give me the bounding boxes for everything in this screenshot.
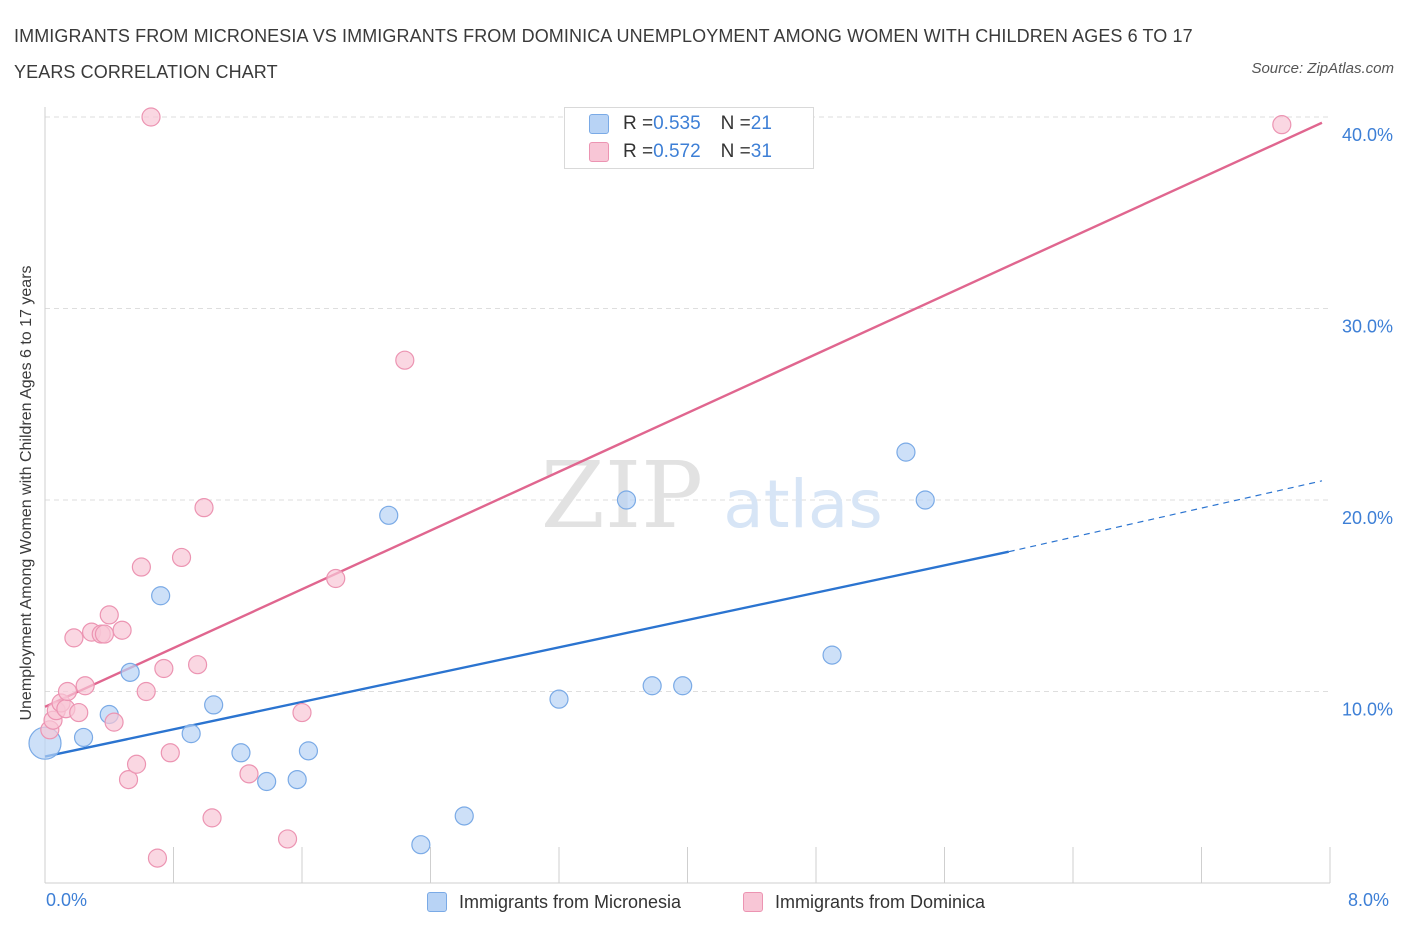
dominica-point bbox=[395, 350, 415, 370]
dominica-point bbox=[94, 624, 115, 644]
micronesia-point bbox=[454, 806, 474, 826]
micronesia-point bbox=[549, 689, 569, 709]
micronesia-point bbox=[298, 741, 319, 761]
bottom-micronesia-label: Immigrants from Micronesia bbox=[459, 891, 682, 912]
micronesia-point bbox=[181, 724, 201, 744]
micronesia-point bbox=[673, 676, 693, 696]
legend-row-micronesia: R = 0.535 N = 21 bbox=[589, 112, 772, 136]
dominica-point bbox=[64, 628, 84, 648]
micronesia-point bbox=[896, 442, 916, 462]
micronesia-point bbox=[204, 695, 224, 715]
dominica-r-label: R = bbox=[623, 141, 654, 162]
micronesia-trend-line bbox=[44, 550, 1009, 758]
micronesia-r-value: 0.535 bbox=[653, 113, 701, 134]
dominica-point bbox=[239, 764, 259, 784]
dominica-point bbox=[75, 676, 95, 696]
tick-layer: 10.0% 20.0% 30.0% 40.0% bbox=[1342, 125, 1393, 720]
dominica-trend-line bbox=[44, 121, 1323, 708]
micronesia-point bbox=[151, 586, 171, 606]
y-tick-label-20: 20.0% bbox=[1342, 508, 1393, 528]
legend-row-dominica: R = 0.572 N = 31 bbox=[589, 140, 772, 164]
dominica-point bbox=[202, 808, 222, 828]
source-label: Source: ZipAtlas.com bbox=[1251, 60, 1394, 77]
dominica-point bbox=[194, 498, 214, 518]
dominica-point bbox=[292, 702, 312, 723]
watermark-atlas: atlas bbox=[723, 466, 883, 543]
dominica-point bbox=[326, 568, 346, 589]
dominica-point bbox=[154, 658, 174, 679]
trend-layer bbox=[44, 121, 1323, 758]
micronesia-n-value: 21 bbox=[750, 113, 772, 134]
micronesia-point bbox=[73, 727, 94, 748]
micronesia-r-label: R = bbox=[623, 113, 654, 134]
micronesia-point bbox=[287, 769, 307, 790]
bottom-dominica-label: Immigrants from Dominica bbox=[775, 891, 986, 912]
micronesia-point bbox=[120, 662, 140, 682]
micronesia-point bbox=[379, 505, 399, 525]
micronesia-point bbox=[915, 490, 935, 510]
dominica-point bbox=[141, 107, 161, 127]
grid-layer bbox=[45, 116, 1330, 692]
y-tick-label-30: 30.0% bbox=[1342, 317, 1393, 337]
dominica-point bbox=[131, 557, 151, 577]
dominica-point bbox=[126, 754, 147, 774]
watermark: ZIP atlas bbox=[541, 442, 883, 549]
dominica-point bbox=[57, 681, 78, 702]
dominica-point bbox=[187, 655, 208, 675]
dominica-r-value: 0.572 bbox=[653, 141, 701, 162]
y-tick-label-40: 40.0% bbox=[1342, 125, 1393, 145]
micronesia-n-label: N = bbox=[720, 113, 751, 134]
dominica-point bbox=[136, 681, 156, 702]
points-layer bbox=[28, 107, 1292, 868]
dominica-point bbox=[118, 769, 139, 790]
dominica-point bbox=[104, 712, 124, 732]
micronesia-swatch bbox=[589, 114, 609, 134]
y-axis-label: Unemployment Among Women with Children A… bbox=[18, 265, 35, 721]
dominica-swatch bbox=[589, 142, 609, 162]
bottom-legend-dominica: Immigrants from Dominica bbox=[743, 889, 985, 915]
micronesia-point bbox=[822, 645, 842, 665]
micronesia-trend-extension bbox=[1008, 480, 1323, 553]
micronesia-point bbox=[616, 490, 637, 510]
bottom-legend-micronesia: Immigrants from Micronesia bbox=[427, 889, 681, 915]
dominica-point bbox=[99, 605, 119, 625]
bottom-micronesia-swatch bbox=[427, 892, 447, 912]
x-tick-min: 0.0% bbox=[46, 890, 88, 910]
dominica-point bbox=[277, 829, 298, 849]
y-tick-label-10: 10.0% bbox=[1342, 700, 1393, 720]
chart-title: IMMIGRANTS FROM MICRONESIA VS IMMIGRANTS… bbox=[14, 26, 1193, 82]
dominica-point bbox=[69, 702, 89, 723]
dominica-n-value: 31 bbox=[750, 141, 772, 162]
x-tick-max: 8.0% bbox=[1348, 890, 1390, 910]
micronesia-point bbox=[642, 676, 662, 696]
dominica-point bbox=[171, 547, 192, 568]
micronesia-point bbox=[411, 835, 431, 855]
dominica-point bbox=[1272, 115, 1292, 135]
micronesia-point bbox=[257, 771, 277, 792]
dominica-point bbox=[160, 743, 180, 763]
correlation-legend: R = 0.535 N = 21 R = 0.572 N = 31 bbox=[564, 107, 814, 169]
dominica-point bbox=[147, 848, 168, 868]
bottom-dominica-swatch bbox=[743, 892, 763, 912]
dominica-n-label: N = bbox=[720, 141, 751, 162]
micronesia-point bbox=[231, 743, 251, 763]
dominica-point bbox=[112, 620, 132, 640]
